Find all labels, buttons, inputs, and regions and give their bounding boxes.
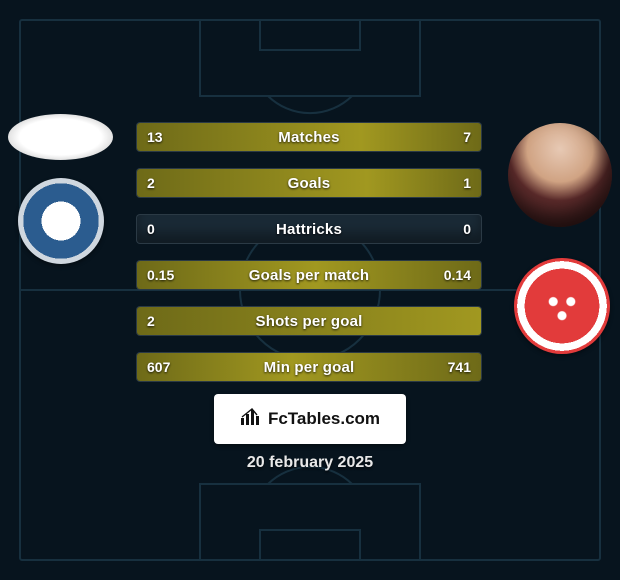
player2-avatar	[508, 123, 612, 227]
stat-bars: 137Matches 21Goals 00Hattricks 0.150.14Goal…	[136, 122, 482, 398]
date-text: 20 february 2025	[0, 454, 620, 472]
stat-label: Goals	[137, 169, 481, 197]
stat-row: 21Goals	[136, 168, 482, 198]
chart-icon	[240, 408, 262, 431]
stat-row: 0.150.14Goals per match	[136, 260, 482, 290]
stat-label: Matches	[137, 123, 481, 151]
player2-club-crest	[514, 258, 610, 354]
stat-label: Shots per goal	[137, 307, 481, 335]
source-badge: FcTables.com	[214, 394, 406, 444]
stat-row: 607741Min per goal	[136, 352, 482, 382]
stat-label: Hattricks	[137, 215, 481, 243]
source-text: FcTables.com	[268, 409, 380, 429]
player1-avatar	[8, 114, 113, 160]
stat-label: Goals per match	[137, 261, 481, 289]
stat-row: 00Hattricks	[136, 214, 482, 244]
stat-row: 137Matches	[136, 122, 482, 152]
stat-row: 2Shots per goal	[136, 306, 482, 336]
player1-club-crest	[18, 178, 104, 264]
stat-label: Min per goal	[137, 353, 481, 381]
